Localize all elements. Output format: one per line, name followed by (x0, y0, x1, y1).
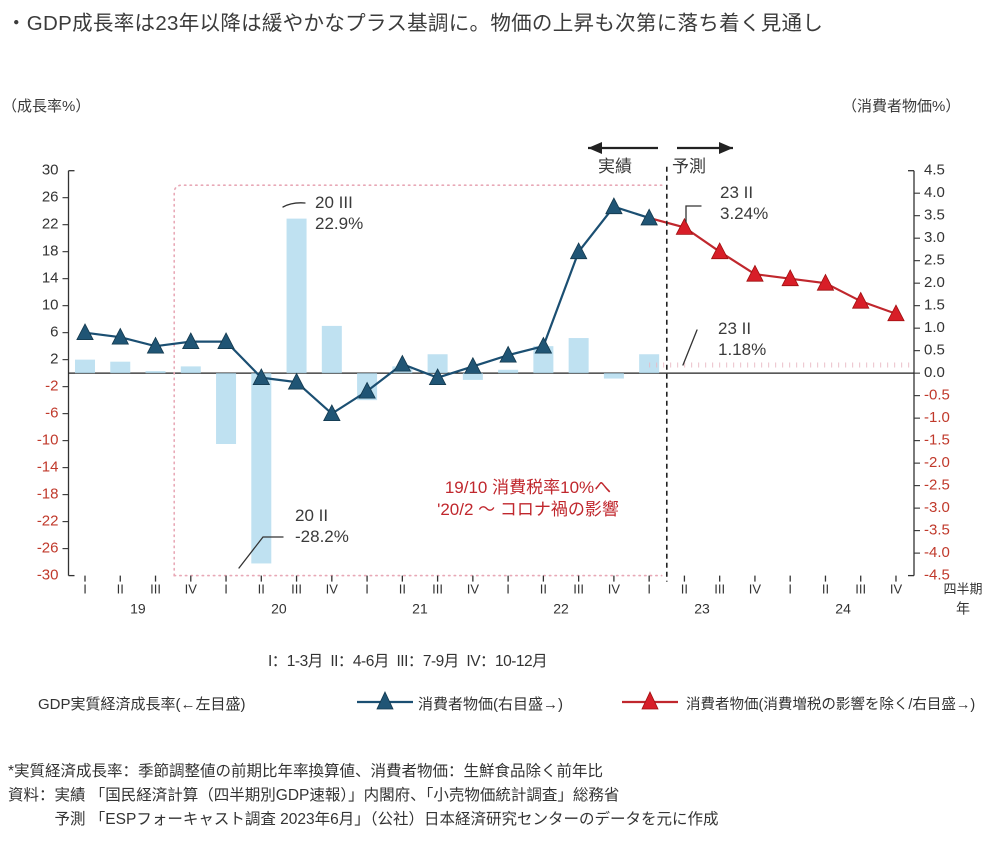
svg-text:I: I (506, 582, 510, 597)
svg-text:I: I (788, 582, 792, 597)
svg-text:-14: -14 (37, 459, 59, 476)
svg-text:4.5: 4.5 (924, 162, 945, 179)
svg-text:18: 18 (42, 243, 59, 260)
svg-text:IV: IV (749, 582, 762, 597)
svg-text:2.5: 2.5 (924, 252, 945, 269)
svg-text:6: 6 (50, 324, 58, 341)
svg-text:IV: IV (326, 582, 339, 597)
svg-text:IV: IV (467, 582, 480, 597)
svg-text:22: 22 (42, 216, 59, 233)
svg-text:-2.5: -2.5 (924, 477, 950, 494)
svg-text:1.0: 1.0 (924, 319, 945, 336)
svg-text:II: II (822, 582, 829, 597)
svg-text:3.0: 3.0 (924, 229, 945, 246)
svg-text:III: III (150, 582, 161, 597)
svg-text:14: 14 (42, 270, 59, 287)
svg-text:-2: -2 (45, 378, 58, 395)
svg-text:III: III (432, 582, 443, 597)
svg-text:II: II (399, 582, 406, 597)
svg-text:-30: -30 (37, 567, 59, 584)
svg-text:-0.5: -0.5 (924, 387, 950, 404)
svg-text:-2.0: -2.0 (924, 454, 950, 471)
svg-text:1.5: 1.5 (924, 297, 945, 314)
svg-text:-10: -10 (37, 432, 59, 449)
svg-text:I: I (224, 582, 228, 597)
svg-text:-4.0: -4.0 (924, 544, 950, 561)
svg-text:II: II (117, 582, 124, 597)
svg-text:年: 年 (956, 601, 970, 617)
svg-text:-3.5: -3.5 (924, 522, 950, 539)
svg-text:III: III (714, 582, 725, 597)
svg-text:-1.0: -1.0 (924, 409, 950, 426)
svg-text:23: 23 (694, 601, 710, 617)
svg-text:30: 30 (42, 162, 59, 179)
svg-text:I: I (83, 582, 87, 597)
svg-text:20: 20 (271, 601, 287, 617)
svg-text:22: 22 (553, 601, 569, 617)
svg-text:四半期: 四半期 (943, 582, 982, 597)
svg-text:-1.5: -1.5 (924, 432, 950, 449)
svg-text:26: 26 (42, 189, 59, 206)
svg-text:I: I (647, 582, 651, 597)
svg-text:II: II (258, 582, 265, 597)
svg-text:24: 24 (835, 601, 851, 617)
svg-text:-22: -22 (37, 513, 59, 530)
svg-text:II: II (540, 582, 547, 597)
svg-text:III: III (573, 582, 584, 597)
svg-text:21: 21 (412, 601, 428, 617)
svg-text:-18: -18 (37, 486, 59, 503)
svg-text:2.0: 2.0 (924, 274, 945, 291)
svg-text:III: III (855, 582, 866, 597)
svg-text:-3.0: -3.0 (924, 499, 950, 516)
svg-text:4.0: 4.0 (924, 184, 945, 201)
svg-text:I: I (365, 582, 369, 597)
svg-text:10: 10 (42, 297, 59, 314)
svg-text:2: 2 (50, 351, 58, 368)
svg-text:19: 19 (130, 601, 146, 617)
svg-text:0.5: 0.5 (924, 342, 945, 359)
svg-text:3.5: 3.5 (924, 207, 945, 224)
svg-text:IV: IV (185, 582, 198, 597)
svg-text:-26: -26 (37, 540, 59, 557)
svg-text:0.0: 0.0 (924, 364, 945, 381)
svg-text:IV: IV (608, 582, 621, 597)
svg-text:II: II (681, 582, 688, 597)
svg-text:-6: -6 (45, 405, 58, 422)
svg-text:III: III (291, 582, 302, 597)
svg-text:IV: IV (890, 582, 903, 597)
